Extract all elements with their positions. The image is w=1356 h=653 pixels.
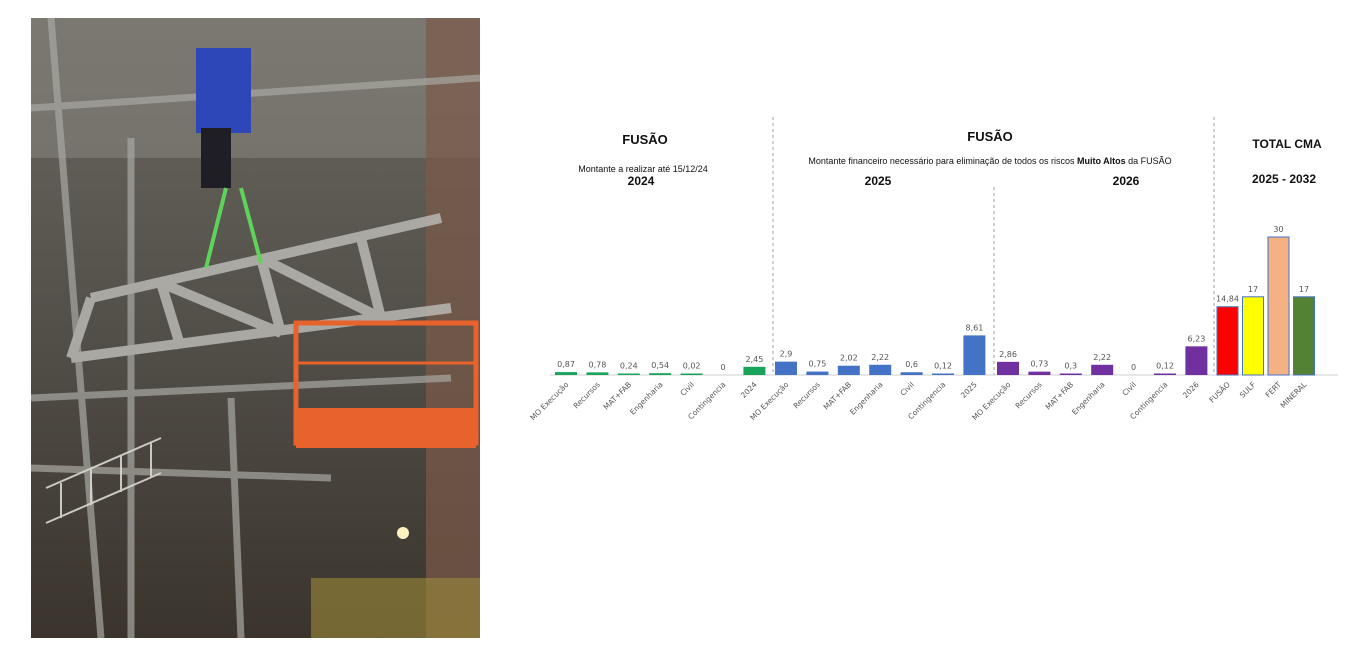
value-label-total-cma-mineral: 17: [1299, 285, 1309, 294]
bar-2024-mo-execu-o: [555, 372, 577, 375]
bar-2024-2024: [743, 366, 766, 375]
bar-2025-civil: [900, 372, 923, 375]
bar-2025-engenharia: [869, 364, 892, 375]
bar-chart-area: FUSÃO Montante a realizar até 15/12/24 2…: [528, 117, 1338, 422]
value-label-2025-mat-fab: 2,02: [840, 354, 858, 363]
bar-2026-engenharia: [1091, 364, 1114, 375]
value-label-2024-civil: 0,02: [683, 362, 701, 371]
fusao-left-subtitle: Montante a realizar até 15/12/24: [578, 164, 708, 174]
bar-2026-2026: [1185, 346, 1208, 375]
category-label-total-cma-mineral: MINERAL: [1279, 379, 1309, 409]
fusao-mid-title: FUSÃO: [967, 129, 1013, 144]
category-label-2025-mat-fab: MAT+FAB: [822, 380, 854, 412]
bar-2025-recursos: [806, 371, 829, 375]
category-label-2026-mat-fab: MAT+FAB: [1044, 380, 1076, 412]
total-range-label: 2025 - 2032: [1252, 172, 1316, 186]
bar-total-cma-mineral: [1293, 296, 1315, 376]
bar-2025-mo-execu-o: [775, 361, 797, 375]
value-label-2024-recursos: 0,78: [588, 360, 606, 369]
category-label-2025-engenharia: Engenharia: [848, 380, 885, 417]
value-label-2026-recursos: 0,73: [1030, 360, 1048, 369]
bar-total-cma-sulf: [1242, 296, 1264, 376]
bar-2025-2025: [963, 335, 986, 375]
category-label-total-cma-sulf: SULF: [1238, 380, 1258, 400]
bar-2025-mat-fab: [837, 365, 860, 375]
category-label-2026-civil: Civil: [1120, 380, 1138, 398]
value-label-2025-engenharia: 2,22: [871, 353, 889, 362]
category-label-2024-engenharia: Engenharia: [628, 380, 665, 417]
value-label-2024-mat-fab: 0,24: [620, 362, 638, 371]
value-label-2026-civil: 0: [1131, 363, 1136, 372]
value-label-total-cma-sulf: 17: [1248, 285, 1258, 294]
category-label-total-cma-fert: FERT: [1264, 380, 1284, 400]
bar-total-cma-fus-o: [1216, 306, 1239, 376]
bar-2024-engenharia: [649, 373, 672, 375]
industrial-structure-photo: [31, 18, 480, 638]
category-label-2024-civil: Civil: [678, 380, 696, 398]
category-label-2024-mat-fab: MAT+FAB: [602, 380, 634, 412]
category-label-2026-2026: 2026: [1181, 380, 1201, 400]
value-label-2024-mo-execu-o: 0,87: [557, 360, 575, 369]
bar-2024-civil: [680, 373, 703, 375]
value-label-2025-contingencia: 0,12: [934, 362, 952, 371]
year-2026-label: 2026: [1113, 174, 1140, 188]
fusao-mid-subtitle: Montante financeiro necessário para elim…: [808, 156, 1171, 166]
year-2024-label: 2024: [628, 174, 655, 188]
value-label-2024-2024: 2,45: [745, 355, 763, 364]
total-cma-title: TOTAL CMA: [1252, 137, 1322, 151]
value-label-2025-mo-execu-o: 2,9: [780, 350, 793, 359]
category-label-2024-recursos: Recursos: [572, 380, 602, 410]
value-label-2025-recursos: 0,75: [808, 360, 826, 369]
bar-2026-contingencia: [1154, 373, 1176, 375]
bar-2026-recursos: [1028, 371, 1051, 375]
category-label-2025-2025: 2025: [959, 380, 979, 400]
bar-2026-mat-fab: [1059, 373, 1082, 375]
value-label-2026-2026: 6,23: [1187, 334, 1205, 343]
value-label-2026-contingencia: 0,12: [1156, 362, 1174, 371]
category-label-2025-recursos: Recursos: [792, 380, 822, 410]
bar-2024-mat-fab: [617, 373, 640, 375]
bar-total-cma-fert: [1267, 236, 1290, 376]
category-label-2026-recursos: Recursos: [1014, 380, 1044, 410]
year-2025-label: 2025: [865, 174, 892, 188]
category-label-2024-mo-execu-o: MO Execução: [528, 380, 570, 422]
category-label-2026-engenharia: Engenharia: [1070, 380, 1107, 417]
category-label-total-cma-fus-o: FUSÃO: [1207, 380, 1232, 405]
value-label-2026-engenharia: 2,22: [1093, 353, 1111, 362]
value-label-2025-2025: 8,61: [965, 323, 983, 332]
bar-2026-mo-execu-o: [997, 361, 1019, 375]
category-label-2024-2024: 2024: [739, 380, 759, 400]
fusao-left-title: FUSÃO: [622, 132, 668, 147]
bar-2024-recursos: [586, 372, 609, 375]
value-label-2026-mat-fab: 0,3: [1064, 362, 1077, 371]
category-label-2025-civil: Civil: [898, 380, 916, 398]
value-label-total-cma-fert: 30: [1273, 225, 1283, 234]
bar-2025-contingencia: [932, 373, 954, 375]
value-label-2024-engenharia: 0,54: [651, 361, 669, 370]
value-label-2026-mo-execu-o: 2,86: [999, 350, 1017, 359]
value-label-total-cma-fus-o: 14,84: [1216, 295, 1239, 304]
value-label-2025-civil: 0,6: [905, 360, 918, 369]
value-label-2024-contingencia: 0: [720, 363, 725, 372]
